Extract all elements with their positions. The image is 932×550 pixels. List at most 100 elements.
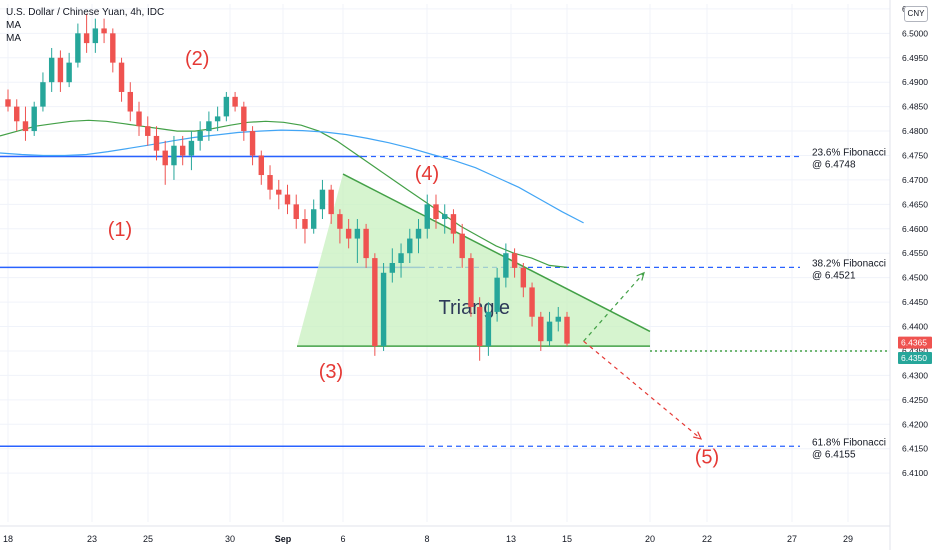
time-tick-label: 18 xyxy=(3,534,13,544)
currency-badge[interactable]: CNY xyxy=(904,6,928,22)
candle-body xyxy=(267,175,273,190)
candle-body xyxy=(145,126,151,136)
time-tick-label: 13 xyxy=(506,534,516,544)
candle-body xyxy=(232,96,238,107)
candle-body xyxy=(14,106,20,122)
price-tag xyxy=(898,351,932,364)
time-tick-label: 6 xyxy=(340,534,345,544)
candle-body xyxy=(5,99,11,107)
price-tick-label: 6.4100 xyxy=(902,468,928,478)
candle-body xyxy=(276,189,282,195)
candle-body xyxy=(450,214,457,234)
fib-level-value: @ 6.4748 xyxy=(812,159,856,170)
candlesticks xyxy=(5,13,570,361)
price-tag-label: 6.4365 xyxy=(901,338,927,348)
candle-body xyxy=(494,277,500,312)
candle-body xyxy=(354,228,361,239)
price-tick-label: 6.4800 xyxy=(902,126,928,136)
chart-legend: U.S. Dollar / Chinese Yuan, 4h, IDC MA M… xyxy=(6,6,164,45)
time-tick-label: 23 xyxy=(87,534,97,544)
candle-body xyxy=(136,111,142,127)
candle-body xyxy=(380,272,387,347)
candle-body xyxy=(214,116,221,122)
candle-body xyxy=(127,91,133,112)
price-tick-label: 6.4850 xyxy=(902,102,928,112)
price-tick-label: 6.4450 xyxy=(902,297,928,307)
candle-body xyxy=(485,311,492,347)
time-tick-label: 20 xyxy=(645,534,655,544)
candle-body xyxy=(564,316,570,344)
candle-body xyxy=(546,321,553,342)
candle-body xyxy=(101,28,107,34)
candle-body xyxy=(48,57,55,83)
price-tick-label: 6.4150 xyxy=(902,444,928,454)
candle-body xyxy=(503,253,509,278)
indicator-ma-fast[interactable]: MA xyxy=(6,20,21,31)
fib-level-label: 23.6% Fibonacci xyxy=(812,147,886,158)
time-tick-label: 30 xyxy=(225,534,235,544)
ma-fast-line xyxy=(0,119,568,268)
candle-body xyxy=(40,82,46,107)
candle-body xyxy=(92,28,99,44)
candle-body xyxy=(188,140,195,156)
candle-body xyxy=(66,62,72,83)
candle-body xyxy=(345,228,352,239)
price-tick-label: 6.4950 xyxy=(902,53,928,63)
candle-body xyxy=(22,121,29,132)
wave-label: (1) xyxy=(108,219,132,241)
candle-body xyxy=(459,233,465,259)
projection-up-arrow-head xyxy=(636,271,645,281)
candle-body xyxy=(310,209,317,229)
candle-body xyxy=(555,316,561,322)
candle-body xyxy=(153,135,160,151)
candle-body xyxy=(520,267,527,288)
price-tick-label: 6.4750 xyxy=(902,150,928,160)
time-tick-label: 15 xyxy=(562,534,572,544)
projection-arrows xyxy=(583,271,703,440)
price-tick-label: 6.4200 xyxy=(902,419,928,429)
price-axis[interactable]: 6.50506.50006.49506.49006.48506.48006.47… xyxy=(889,0,932,550)
candle-body xyxy=(75,33,81,63)
price-tick-label: 6.4700 xyxy=(902,175,928,185)
candle-body xyxy=(197,131,203,141)
fib-level-value: @ 6.4155 xyxy=(812,449,856,460)
time-tick-label: Sep xyxy=(275,534,292,544)
candle-body xyxy=(179,145,186,156)
candle-body xyxy=(328,189,334,215)
candle-body xyxy=(249,131,256,156)
price-tag xyxy=(898,336,932,349)
time-axis[interactable]: 18 23 25 30 Sep 6 8 13 15 20 22 27 29 xyxy=(0,525,890,544)
price-tick-label: 6.4650 xyxy=(902,199,928,209)
wave-labels: (1) (2) (3) (4) (5) xyxy=(108,48,719,468)
candle-body xyxy=(302,219,308,229)
time-tick-label: 27 xyxy=(787,534,797,544)
time-tick-label: 29 xyxy=(843,534,853,544)
fib-level-value: @ 6.4521 xyxy=(812,270,856,281)
candle-body xyxy=(31,106,37,132)
candle-body xyxy=(476,306,483,347)
price-tick-label: 6.4600 xyxy=(902,224,928,234)
candle-body xyxy=(389,263,396,273)
candle-body xyxy=(57,57,64,83)
indicator-ma-slow[interactable]: MA xyxy=(6,33,21,44)
time-tick-label: 22 xyxy=(702,534,712,544)
candle-body xyxy=(171,145,177,166)
candle-body xyxy=(206,121,212,132)
fib-level-label: 38.2% Fibonacci xyxy=(812,258,886,269)
candle-body xyxy=(372,258,378,347)
candle-body xyxy=(83,33,90,44)
price-tick-label: 6.4300 xyxy=(902,370,928,380)
price-tick-label: 6.4250 xyxy=(902,395,928,405)
wave-label: (5) xyxy=(695,446,719,468)
candle-body xyxy=(284,194,291,205)
candle-body xyxy=(110,33,116,63)
price-tick-label: 6.4350 xyxy=(902,346,928,356)
moving-averages xyxy=(0,119,584,268)
symbol-title: U.S. Dollar / Chinese Yuan, 4h, IDC xyxy=(6,7,165,18)
candle-body xyxy=(529,287,535,317)
triangle-upper-edge xyxy=(342,173,651,333)
candle-body xyxy=(223,96,230,117)
ma-slow-line xyxy=(0,129,584,224)
